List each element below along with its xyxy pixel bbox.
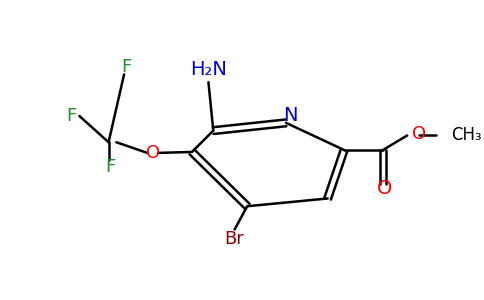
Text: O: O bbox=[412, 124, 426, 142]
Text: O: O bbox=[377, 179, 393, 198]
Text: F: F bbox=[67, 107, 77, 125]
Text: F: F bbox=[106, 158, 116, 176]
Text: O: O bbox=[146, 144, 160, 162]
Text: N: N bbox=[284, 106, 298, 124]
Text: H₂N: H₂N bbox=[190, 60, 227, 79]
Text: F: F bbox=[121, 58, 131, 76]
Text: Br: Br bbox=[225, 230, 244, 248]
Text: CH₃: CH₃ bbox=[451, 127, 482, 145]
